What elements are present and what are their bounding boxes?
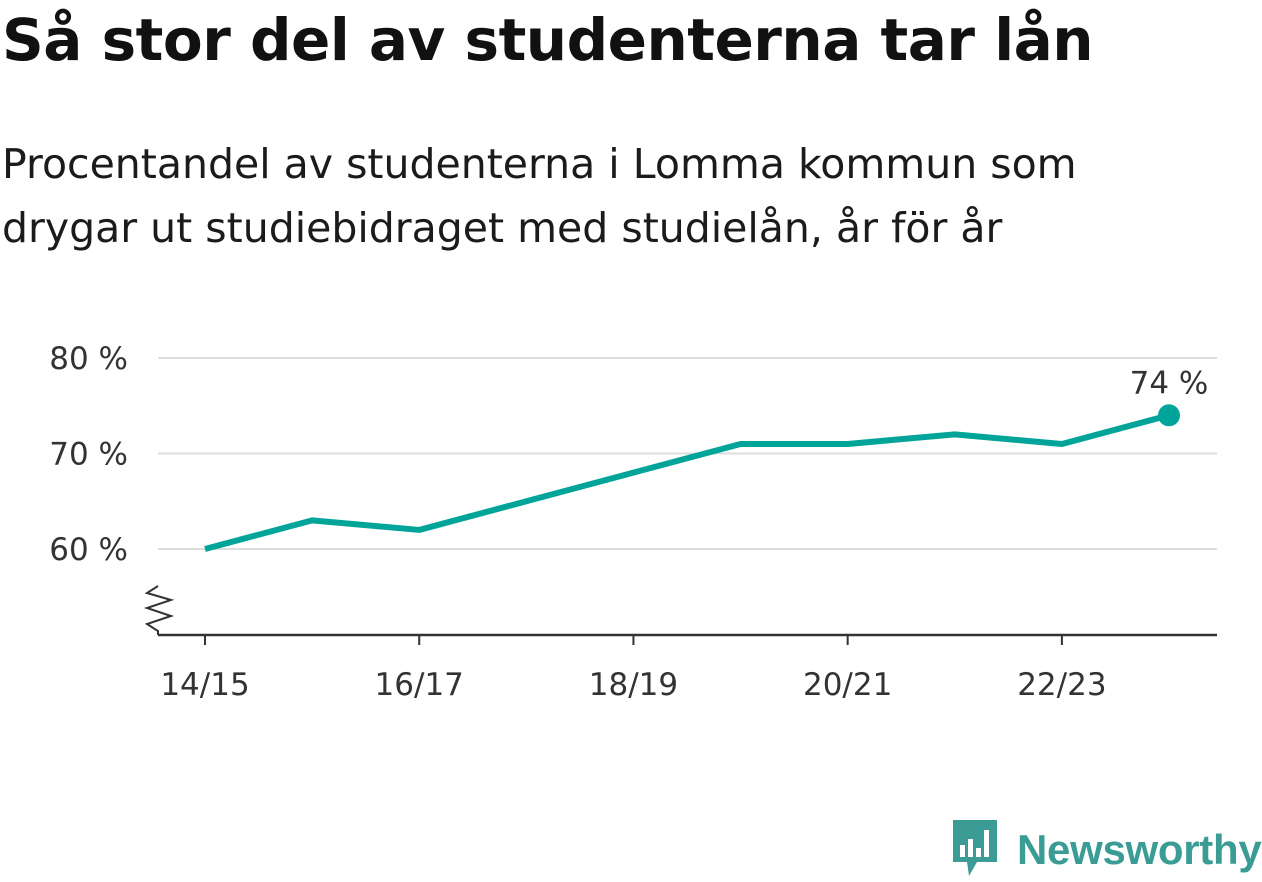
series-layer	[204, 412, 1170, 552]
y-tick-label: 70 %	[49, 437, 128, 473]
x-tick-label: 16/17	[375, 667, 464, 703]
last-value-point	[1158, 404, 1180, 427]
x-tick-label: 18/19	[589, 667, 678, 703]
y-tick-label: 80 %	[49, 341, 128, 377]
x-axis: 14/15 16/17 18/19 20/21 22/23	[143, 585, 1217, 703]
y-axis-break-mark	[143, 585, 175, 635]
annotation-layer: 74 %	[1130, 365, 1209, 427]
x-tick-label: 14/15	[160, 667, 249, 703]
chart-title: Så stor del av studenterna tar lån	[2, 6, 1094, 74]
last-value-label: 74 %	[1130, 365, 1209, 401]
brand-name: Newsworthy	[1017, 826, 1262, 873]
grid-lines	[158, 357, 1217, 551]
chart-subtitle: Procentandel av studenterna i Lomma komm…	[2, 140, 1077, 252]
newsworthy-brand[interactable]: Newsworthy	[951, 818, 1262, 882]
x-tick-label: 22/23	[1017, 667, 1106, 703]
bar-chart-speech-bubble-icon	[951, 818, 999, 882]
series-line	[204, 412, 1170, 552]
y-tick-label: 60 %	[49, 532, 128, 568]
x-tick-label: 20/21	[803, 667, 892, 703]
y-axis-ticks: 60 % 70 % 80 %	[49, 341, 128, 568]
